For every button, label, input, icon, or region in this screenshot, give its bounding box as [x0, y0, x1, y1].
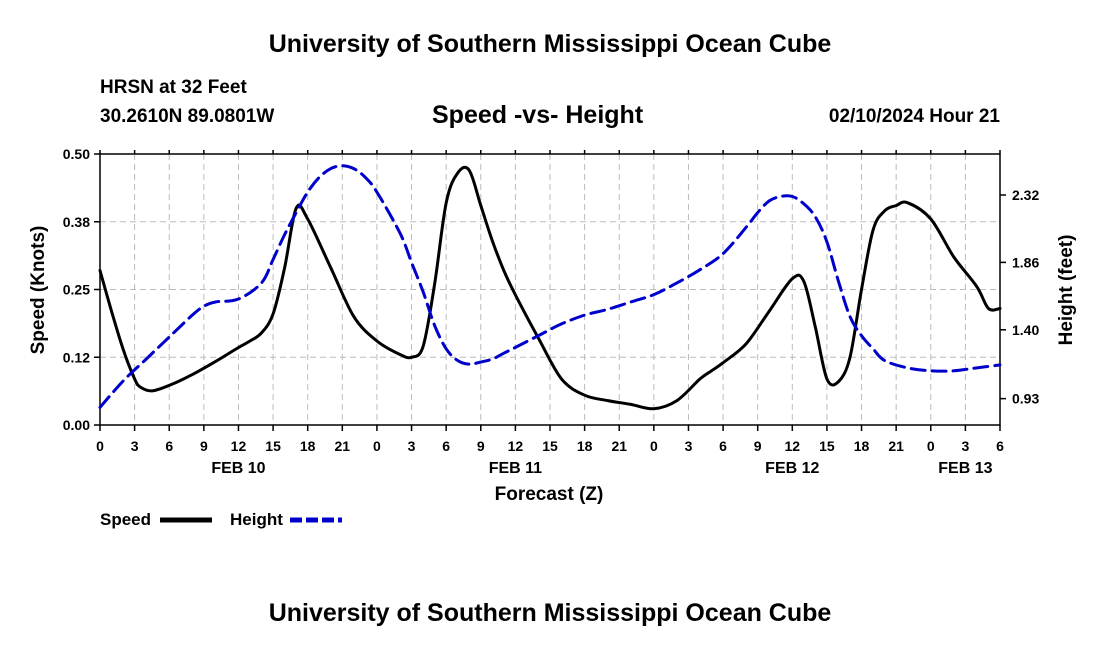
y-left-tick-label: 0.12 — [63, 349, 90, 365]
y-axis-label-left: Speed (Knots) — [28, 226, 49, 355]
x-tick-label: 9 — [754, 438, 762, 454]
footer-title: University of Southern Mississippi Ocean… — [268, 599, 832, 627]
x-tick-label: 0 — [373, 438, 381, 454]
x-tick-label: 18 — [577, 438, 593, 454]
y-right-tick-label: 2.32 — [1012, 187, 1039, 203]
x-tick-label: 18 — [854, 438, 870, 454]
y-left-tick-label: 0.25 — [63, 282, 90, 298]
x-tick-label: 15 — [542, 438, 558, 454]
axis-ticks: 0 3 6 9 12 15 18 21 0 3 6 9 12 15 18 21 0 3 6 9 12 15 18 21 0 3 6F… — [63, 146, 1040, 477]
x-tick-label: 6 — [442, 438, 450, 454]
legend-speed-label: Speed — [100, 510, 151, 529]
series — [98, 164, 1002, 411]
date-label: FEB 11 — [489, 460, 542, 477]
station-coordinates: 30.2610N 89.0801W — [100, 106, 275, 127]
date-label: FEB 13 — [938, 460, 992, 477]
x-tick-label: 12 — [231, 438, 247, 454]
date-label: FEB 12 — [765, 460, 819, 477]
x-tick-label: 0 — [96, 438, 104, 454]
legend: Speed Height — [100, 510, 342, 529]
x-tick-label: 3 — [131, 438, 139, 454]
x-tick-label: 21 — [888, 438, 904, 454]
x-tick-label: 15 — [819, 438, 835, 454]
x-tick-label: 9 — [477, 438, 485, 454]
grid — [99, 153, 1001, 426]
x-tick-label: 3 — [408, 438, 416, 454]
y-axis-label-right: Height (feet) — [1056, 235, 1077, 346]
y-left-tick-label: 0.50 — [63, 146, 90, 162]
x-tick-label: 12 — [508, 438, 524, 454]
x-tick-label: 21 — [335, 438, 351, 454]
x-tick-label: 21 — [611, 438, 627, 454]
page-title: University of Southern Mississippi Ocean… — [268, 30, 832, 58]
x-tick-label: 6 — [719, 438, 727, 454]
x-tick-label: 18 — [300, 438, 316, 454]
y-right-tick-label: 1.40 — [1012, 322, 1039, 338]
x-tick-label: 3 — [685, 438, 693, 454]
x-tick-label: 0 — [927, 438, 935, 454]
series-line-height — [98, 164, 1002, 409]
y-left-tick-label: 0.00 — [63, 417, 90, 433]
x-axis-label: Forecast (Z) — [495, 484, 604, 505]
y-right-tick-label: 0.93 — [1012, 391, 1039, 407]
station-label: HRSN at 32 Feet — [100, 77, 247, 98]
x-tick-label: 6 — [996, 438, 1004, 454]
y-right-tick-label: 1.86 — [1012, 254, 1039, 270]
x-tick-label: 9 — [200, 438, 208, 454]
x-tick-label: 12 — [785, 438, 801, 454]
y-left-tick-label: 0.38 — [63, 214, 90, 230]
x-tick-label: 15 — [265, 438, 281, 454]
x-tick-label: 6 — [165, 438, 173, 454]
forecast-timestamp: 02/10/2024 Hour 21 — [828, 106, 1000, 127]
x-tick-label: 3 — [961, 438, 969, 454]
date-label: FEB 10 — [211, 460, 265, 477]
chart-title: Speed -vs- Height — [432, 101, 644, 129]
x-tick-label: 0 — [650, 438, 658, 454]
legend-height-label: Height — [230, 510, 283, 529]
